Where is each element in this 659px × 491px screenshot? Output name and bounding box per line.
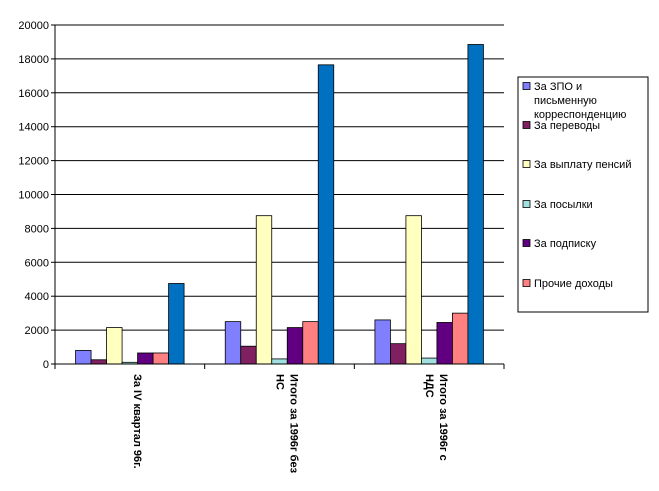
gridlines xyxy=(55,24,504,331)
legend-swatch-6 xyxy=(522,279,531,287)
y-axis: 0 2000 4000 6000 8000 10000 12000 14000 16000 180… xyxy=(18,20,56,371)
bar-series5-cat2 xyxy=(286,327,304,365)
y-tick-label: 14000 xyxy=(18,122,49,134)
bar-series6-cat3 xyxy=(452,312,469,365)
legend-label-2: За переводы xyxy=(534,120,600,132)
bar-series2-cat3 xyxy=(390,343,407,365)
bars xyxy=(75,44,484,365)
y-tick-label: 4000 xyxy=(25,291,49,303)
bar-series4-cat2 xyxy=(271,358,288,365)
legend-swatch-3 xyxy=(522,160,531,168)
x-category-label: Итого за 1996г с xyxy=(437,374,449,461)
legend-label-4: За посылки xyxy=(534,199,593,211)
y-tick-label: 12000 xyxy=(18,156,49,168)
legend-label-6: Прочие доходы xyxy=(534,278,613,290)
bar-series6-cat2 xyxy=(302,321,319,365)
bar-series7-cat3 xyxy=(467,44,484,365)
y-tick-label: 16000 xyxy=(18,88,49,100)
legend-swatch-2 xyxy=(522,121,531,129)
y-tick-label: 18000 xyxy=(18,54,49,66)
legend-swatch-5 xyxy=(522,239,531,247)
x-category-label: НС xyxy=(274,374,286,390)
legend-label-3: За выплату пенсий xyxy=(534,159,631,171)
bar-series3-cat2 xyxy=(255,215,273,365)
bar-series1-cat3 xyxy=(374,319,391,365)
y-tick-label: 0 xyxy=(43,359,49,371)
legend-label-5: За подписку xyxy=(534,238,597,250)
x-category-label: За IV квартал 96г. xyxy=(131,374,143,469)
bar-series2-cat2 xyxy=(240,345,257,365)
legend-swatch-4 xyxy=(522,200,531,208)
x-category-label: Итого за 1996г без xyxy=(288,374,300,474)
x-category-label: НДС xyxy=(423,374,435,398)
bar-series6-cat1 xyxy=(152,352,169,365)
bar-series2-cat1 xyxy=(90,359,107,365)
legend-label-1: корреспонденцию xyxy=(534,109,626,121)
bar-series3-cat3 xyxy=(405,215,422,365)
bar-series5-cat3 xyxy=(436,322,453,365)
legend-label-1: За ЗПО и xyxy=(534,81,582,93)
legend-swatch-1 xyxy=(522,82,531,90)
y-tick-label: 20000 xyxy=(18,20,49,32)
bar-series7-cat1 xyxy=(168,283,185,365)
y-tick-label: 10000 xyxy=(18,190,49,202)
bar-series3-cat1 xyxy=(106,327,123,365)
y-tick-label: 2000 xyxy=(25,325,49,337)
legend-label-1: письменную xyxy=(534,95,597,107)
bar-series4-cat3 xyxy=(421,357,438,365)
y-tick-label: 6000 xyxy=(25,257,49,269)
bar-series1-cat1 xyxy=(75,350,92,365)
bar-series1-cat2 xyxy=(224,321,242,365)
bar-series7-cat2 xyxy=(317,64,335,365)
legend-box xyxy=(517,76,649,313)
y-tick-label: 8000 xyxy=(25,223,49,235)
bar-series5-cat1 xyxy=(137,352,154,365)
